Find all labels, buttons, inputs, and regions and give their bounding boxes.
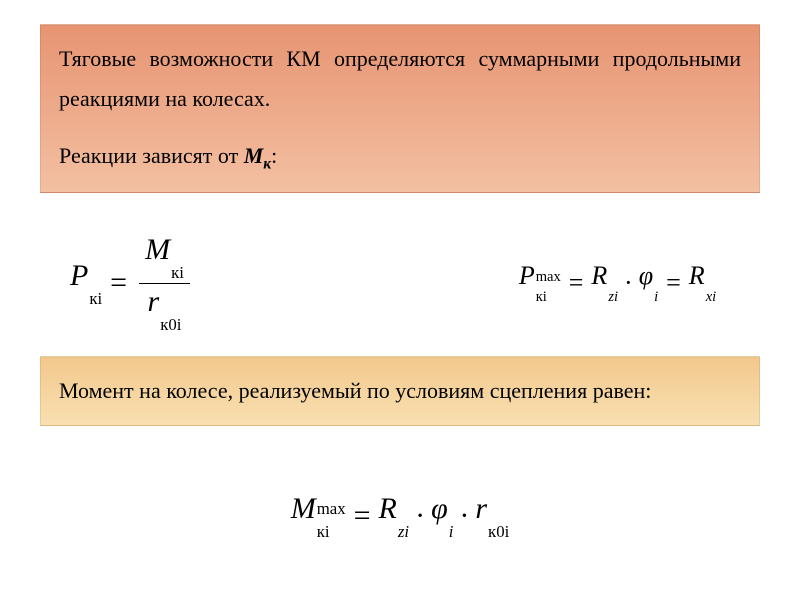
f2-lhs-base: P [519, 263, 535, 289]
top-p2-suffix: : [271, 143, 277, 168]
f3-t1-sub: zi [398, 522, 409, 541]
top-paragraph-2: Реакции зависят от Мк: [59, 136, 741, 178]
top-p2-var-base: М [244, 143, 264, 168]
top-paragraph-1: Тяговые возможности КМ определяются сумм… [59, 39, 741, 118]
f2-lhs-sup: max [536, 270, 561, 285]
f2-eq2: = [658, 268, 689, 298]
f3-t1: R zi [379, 494, 410, 539]
top-p2-prefix: Реакции зависят от [59, 143, 244, 168]
f3-t2-base: φ [431, 494, 448, 524]
f1-den-sub: к0i [160, 317, 181, 334]
f2-t3-base: R [689, 263, 705, 289]
f3-t2-sub: i [449, 522, 454, 541]
formula-f3: M max кi = R zi · φ i · r к0i [291, 494, 510, 539]
top-text-box: Тяговые возможности КМ определяются сумм… [40, 24, 760, 193]
formula-row-1: P кi = M кi r к0i [0, 228, 800, 338]
f1-equals: = [102, 266, 135, 300]
f3-lhs-sup: max [317, 501, 346, 518]
f2-dot1: · [618, 268, 639, 298]
formula-f1: P кi = M кi r к0i [70, 235, 194, 331]
f1-den-base: r [148, 287, 160, 317]
f1-num-sub: кi [171, 265, 184, 282]
f2-lhs: P max кi [519, 263, 561, 302]
f2-t2: φ i [639, 263, 658, 302]
f2-t1-sub: zi [608, 289, 618, 305]
slide-root: Тяговые возможности КМ определяются сумм… [0, 0, 800, 600]
f3-t2: φ i [431, 494, 453, 539]
f3-dot2: · [453, 499, 475, 533]
f1-lhs: P кi [70, 261, 102, 306]
f3-lhs: M max кi [291, 494, 346, 539]
f2-eq1: = [561, 268, 592, 298]
f2-t2-sub: i [654, 289, 658, 305]
f1-num-base: M [145, 235, 170, 265]
mid-paragraph-1: Момент на колесе, реализуемый по условия… [59, 371, 741, 411]
f2-t2-base: φ [639, 263, 653, 289]
f3-lhs-base: M [291, 494, 316, 524]
formula-row-2: M max кi = R zi · φ i · r к0i [0, 476, 800, 556]
f3-eq: = [346, 499, 379, 533]
f1-bar [139, 283, 190, 284]
f2-t1-base: R [591, 263, 607, 289]
f1-num: M кi [145, 235, 184, 280]
formula-f2: P max кi = R zi · φ i = [519, 263, 716, 302]
f2-lhs-sub: кi [536, 290, 561, 305]
top-p2-var-sub: к [263, 156, 271, 173]
f1-den: r к0i [148, 287, 182, 332]
f3-t3-sub: к0i [488, 524, 509, 541]
f1-lhs-sub: кi [89, 291, 102, 308]
f2-t3-sub: xi [706, 289, 717, 305]
formula-f2-cell: P max кi = R zi · φ i = [435, 263, 800, 302]
f2-t3: R xi [689, 263, 716, 302]
f3-t3: r к0i [475, 494, 509, 539]
f2-t1: R zi [591, 263, 618, 302]
f3-dot1: · [409, 499, 431, 533]
formula-f1-cell: P кi = M кi r к0i [0, 235, 435, 331]
f1-fraction: M кi r к0i [139, 235, 190, 331]
f1-lhs-base: P [70, 261, 88, 291]
f3-t1-base: R [379, 494, 397, 524]
f3-lhs-sub: кi [317, 524, 346, 541]
mid-text-box: Момент на колесе, реализуемый по условия… [40, 356, 760, 426]
f3-t3-base: r [475, 494, 487, 524]
